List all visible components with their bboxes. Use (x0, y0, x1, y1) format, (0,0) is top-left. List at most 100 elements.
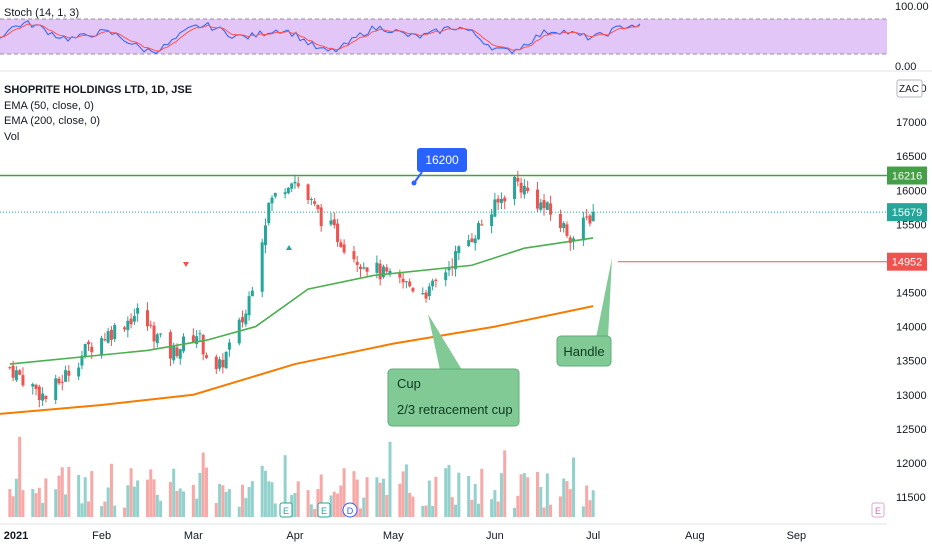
volume-bar (309, 504, 313, 517)
callout-text: 16200 (425, 153, 459, 167)
price-callout[interactable]: 16200 (411, 148, 468, 186)
volume-bar (519, 474, 523, 517)
candle-body (21, 375, 25, 386)
volume-bar (565, 481, 569, 517)
future-earnings-marker[interactable]: E (871, 502, 885, 518)
volume-bar (44, 478, 48, 517)
volume-bar (67, 466, 71, 517)
earnings-marker[interactable]: E (279, 502, 293, 518)
volume-bar (204, 467, 208, 517)
volume-bar (339, 485, 343, 517)
support-badge: 14952 (887, 252, 927, 271)
volume-bar (332, 491, 336, 517)
time-axis[interactable]: 2021 Feb Mar Apr May Jun Jul Aug Sep (0, 523, 887, 542)
support-badge-label: 14952 (892, 257, 923, 269)
price-tick-label: 13500 (896, 356, 927, 368)
volume-bar (316, 489, 320, 517)
candle-body (480, 224, 484, 226)
volume-bar (201, 452, 205, 517)
cup-annotation[interactable]: Cup 2/3 retracement cup (387, 314, 520, 427)
volume-bar (132, 486, 136, 517)
candle-body (359, 266, 363, 270)
candle-body (283, 192, 287, 195)
handle-box (556, 335, 612, 367)
volume-bar (267, 481, 271, 517)
volume-bar (283, 455, 287, 517)
volume-bar (319, 474, 323, 517)
stoch-band (0, 19, 887, 54)
volume-bar (77, 474, 81, 517)
candle-body (126, 320, 130, 331)
volume-bar (57, 475, 61, 517)
volume-bar (355, 479, 359, 517)
volume-bar (558, 496, 562, 517)
volume-bar (359, 508, 363, 517)
volume-bar (398, 483, 402, 517)
candle-body (585, 216, 589, 218)
price-tick-label: 17000 (896, 117, 927, 129)
candle-body (103, 339, 107, 341)
candle-body (339, 242, 343, 248)
candle-body (109, 329, 113, 340)
volume-bar (244, 498, 248, 517)
volume-bar (588, 500, 592, 517)
volume-bar (260, 465, 264, 517)
candle-body (129, 318, 133, 325)
volume-bar (513, 507, 517, 517)
volume-bar (503, 450, 507, 517)
volume-bar (80, 503, 84, 517)
volume-bar (342, 468, 346, 517)
volume-bar (182, 491, 186, 517)
candle-body (14, 370, 18, 381)
volume-bar (526, 477, 530, 517)
time-tick-label: Aug (685, 530, 705, 542)
volume-bar (109, 463, 113, 517)
candle-body (168, 332, 172, 359)
ema200-legend[interactable]: EMA (200, close, 0) (4, 115, 100, 127)
candle-body (316, 204, 320, 209)
volume-bar (218, 483, 222, 517)
candle-body (11, 365, 15, 378)
volume-bar (18, 436, 22, 517)
volume-bar (37, 487, 41, 517)
candle-body (306, 184, 310, 201)
volume-bar (496, 501, 500, 517)
candle-body (37, 386, 41, 401)
candle-body (149, 324, 153, 326)
candle-body (336, 223, 340, 242)
candle-body (385, 267, 389, 272)
stoch-legend[interactable]: Stoch (14, 1, 3) (4, 7, 80, 19)
dividend-marker[interactable]: D (342, 502, 358, 518)
volume-bar (424, 505, 428, 517)
candle-body (286, 187, 290, 194)
candle-body (218, 359, 222, 369)
handle-annotation[interactable]: Handle (556, 258, 612, 367)
volume-series (8, 436, 595, 517)
volume-bar (34, 493, 38, 517)
volume-bar (378, 482, 382, 517)
volume-bar (296, 481, 300, 517)
ema200-line (0, 305, 594, 415)
candle-body (476, 223, 480, 240)
currency-label: ZAC (899, 84, 919, 95)
candle-body (175, 347, 179, 357)
volume-bar (585, 485, 589, 517)
symbol-legend[interactable]: SHOPRITE HOLDINGS LTD, 1D, JSE (4, 84, 193, 96)
currency-badge[interactable]: ZAC (896, 79, 923, 98)
volume-bar (168, 482, 172, 517)
earnings-marker[interactable]: E (317, 502, 331, 518)
price-axis[interactable]: 1750017000165001600015500150001450014000… (896, 83, 927, 504)
event-markers: E E D E (279, 502, 885, 518)
candle-body (41, 393, 45, 401)
volume-bar (562, 478, 566, 517)
volume-bar (214, 503, 218, 517)
candle-body (90, 346, 94, 353)
candle-body (526, 187, 530, 192)
candle-body (8, 367, 12, 369)
candle-body (378, 263, 382, 280)
volume-bar (64, 494, 68, 517)
vol-legend[interactable]: Vol (4, 131, 20, 143)
candle-body (503, 197, 507, 202)
ema50-legend[interactable]: EMA (50, close, 0) (4, 100, 94, 112)
